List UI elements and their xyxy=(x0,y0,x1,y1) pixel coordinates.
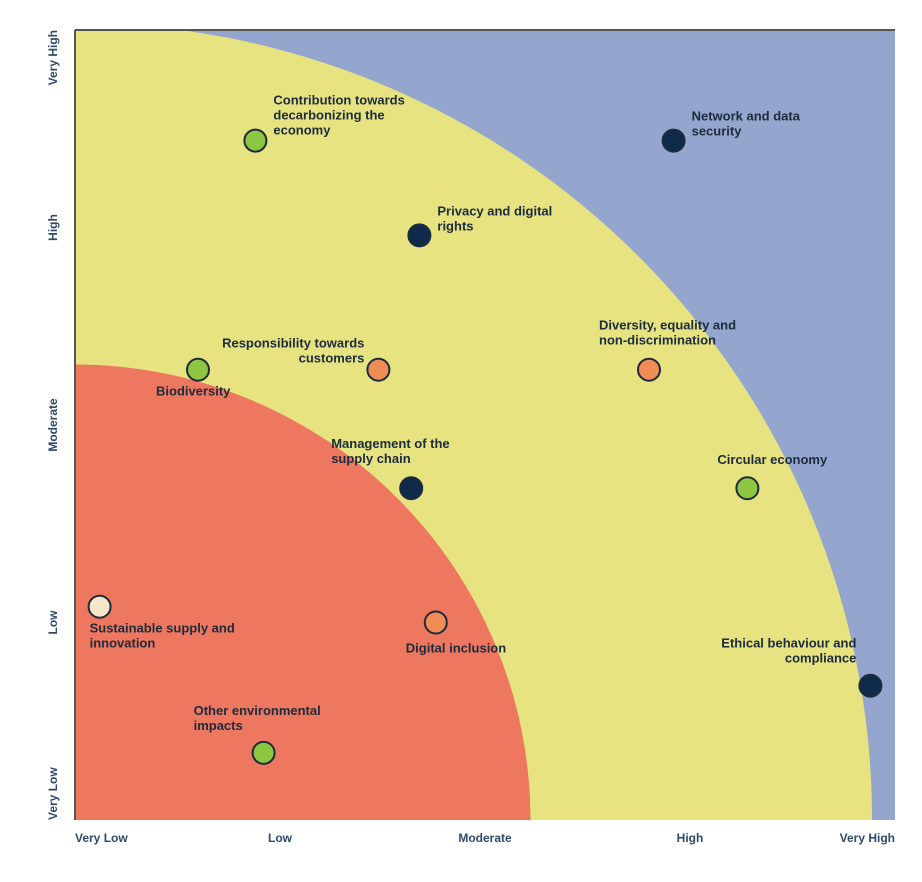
x-axis-level: Very Low xyxy=(75,831,128,845)
data-label-digital-inclusion: Digital inclusion xyxy=(406,641,506,656)
data-point-responsibility-customers xyxy=(367,359,389,381)
y-axis-level: Very Low xyxy=(46,767,60,820)
data-point-diversity xyxy=(638,359,660,381)
data-point-circular-economy xyxy=(736,477,758,499)
x-axis-level: Moderate xyxy=(458,831,512,845)
data-label-biodiversity: Biodiversity xyxy=(156,384,231,399)
data-point-sustainable-supply xyxy=(89,596,111,618)
x-axis-level: Very High xyxy=(840,831,895,845)
chart-svg: Very Low Low Moderate High Very High Very Low… xyxy=(0,0,922,882)
data-point-other-env xyxy=(253,742,275,764)
y-axis-level: Very High xyxy=(46,30,60,85)
y-axis-level: Moderate xyxy=(46,398,60,452)
y-axis-level: Low xyxy=(46,610,60,635)
y-axis-level: High xyxy=(46,214,60,241)
data-point-ethical-behaviour xyxy=(859,675,881,697)
data-label-diversity: Diversity, equality andnon-discriminatio… xyxy=(599,318,736,348)
materiality-matrix-chart: Very Low Low Moderate High Very High Very Low… xyxy=(0,0,922,882)
data-label-circular-economy: Circular economy xyxy=(717,452,828,467)
data-point-network-security xyxy=(663,130,685,152)
data-point-supply-chain xyxy=(400,477,422,499)
x-axis-level: High xyxy=(677,831,704,845)
x-axis-level: Low xyxy=(268,831,293,845)
data-point-digital-inclusion xyxy=(425,612,447,634)
data-point-biodiversity xyxy=(187,359,209,381)
data-point-privacy xyxy=(408,224,430,246)
data-point-decarbonizing xyxy=(244,130,266,152)
